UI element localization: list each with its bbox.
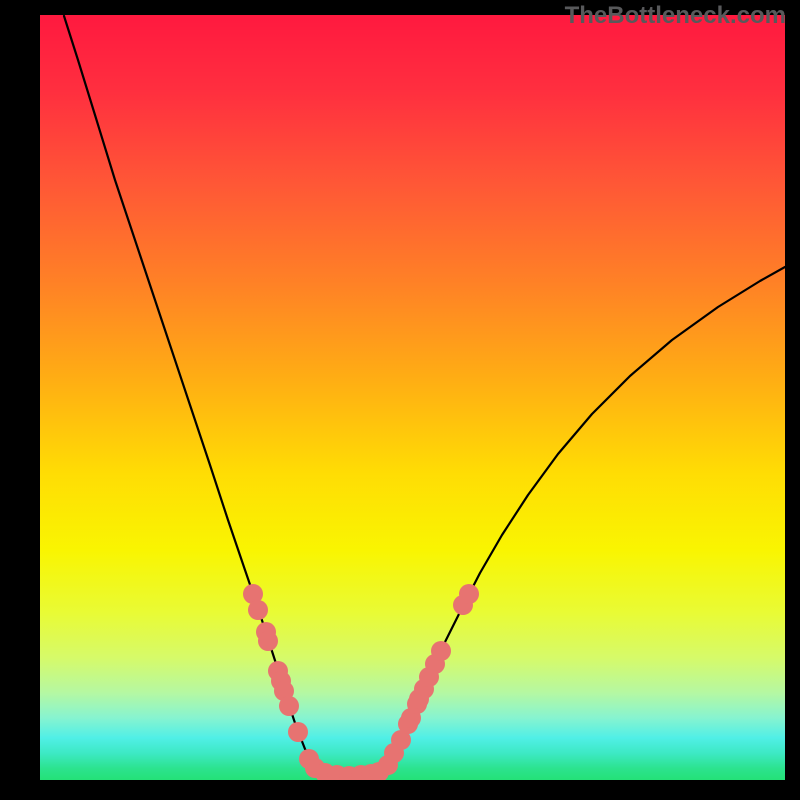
data-marker	[288, 722, 308, 742]
gradient-background	[40, 15, 785, 780]
border-right	[785, 0, 800, 800]
data-marker	[279, 696, 299, 716]
data-marker	[431, 641, 451, 661]
border-bottom	[0, 780, 800, 800]
data-marker	[258, 631, 278, 651]
bottleneck-chart	[40, 15, 785, 780]
watermark-text: TheBottleneck.com	[565, 2, 786, 30]
data-marker	[459, 584, 479, 604]
border-left	[0, 0, 40, 800]
data-marker	[248, 600, 268, 620]
